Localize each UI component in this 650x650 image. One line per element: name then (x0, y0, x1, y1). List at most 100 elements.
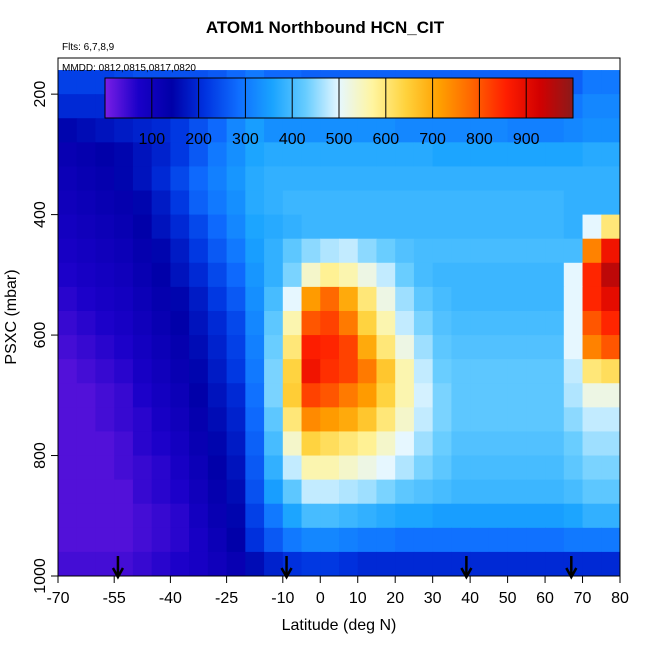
heatmap-cell (226, 455, 246, 481)
heatmap-cell (58, 527, 78, 553)
heatmap-cell (76, 431, 96, 457)
heatmap-cell (376, 335, 396, 360)
heatmap-cell (339, 214, 359, 240)
heatmap-cell (320, 190, 340, 216)
heatmap-cell (132, 503, 153, 529)
heatmap-cell (151, 142, 171, 167)
heatmap-cell (395, 335, 415, 360)
heatmap-cell (226, 551, 246, 577)
heatmap-cell (470, 455, 490, 481)
heatmap-cell (189, 551, 209, 577)
heatmap-cell (339, 190, 359, 216)
heatmap-cell (582, 238, 602, 264)
colorbar-tick-label: 800 (466, 131, 493, 148)
heatmap-cell (264, 527, 284, 553)
heatmap-cell (301, 479, 321, 505)
heatmap-cell (58, 551, 78, 577)
heatmap-cell (189, 190, 209, 216)
heatmap-cell (545, 335, 565, 360)
heatmap-cell (601, 214, 621, 240)
heatmap-cell (320, 262, 340, 288)
heatmap-cell (451, 455, 471, 481)
heatmap-cell (432, 142, 452, 167)
heatmap-cell (151, 479, 171, 505)
heatmap-cell (226, 407, 246, 432)
colorbar-tick-label: 900 (513, 131, 540, 148)
heatmap-cell (301, 383, 321, 408)
heatmap-cell (151, 551, 171, 577)
heatmap-cell (357, 527, 377, 553)
y-tick-label: 200 (32, 81, 49, 108)
heatmap-cell (545, 142, 565, 167)
heatmap-cell (245, 286, 265, 312)
plot-frame (57, 57, 621, 577)
heatmap-cell (376, 431, 396, 457)
heatmap-cell (76, 407, 96, 432)
heatmap-cell (58, 214, 78, 240)
heatmap-cell (601, 383, 621, 408)
heatmap-cell (76, 238, 96, 264)
heatmap-cell (95, 431, 115, 457)
heatmap-cell (563, 335, 584, 360)
heatmap-cell (114, 142, 134, 167)
heatmap-cell (507, 310, 527, 336)
heatmap-cell (151, 190, 171, 216)
heatmap-cell (357, 118, 377, 143)
heatmap-cell (226, 166, 246, 192)
y-tick-label: 600 (32, 322, 49, 349)
heatmap-cell (170, 479, 190, 505)
heatmap-cell (58, 262, 78, 288)
heatmap-cell (301, 118, 321, 143)
heatmap-cell (189, 166, 209, 192)
heatmap-cell (563, 359, 584, 384)
heatmap-cell (432, 479, 452, 505)
heatmap-cell (357, 407, 377, 432)
colorbar-tick-label: 100 (138, 131, 165, 148)
heatmap-cell (264, 335, 284, 360)
heatmap-cell (114, 335, 134, 360)
heatmap-cell (282, 479, 303, 505)
heatmap-cell (114, 383, 134, 408)
heatmap-cell (95, 359, 115, 384)
heatmap-cell (413, 190, 434, 216)
heatmap-cell (170, 383, 190, 408)
heatmap-cell (339, 551, 359, 577)
heatmap-cell (207, 479, 228, 505)
heatmap-cell (58, 70, 78, 95)
heatmap-cell (470, 310, 490, 336)
heatmap-cell (58, 479, 78, 505)
heatmap-cell (395, 551, 415, 577)
heatmap-cell (451, 166, 471, 192)
heatmap-cell (432, 310, 452, 336)
heatmap-cell (413, 142, 434, 167)
heatmap-cell (601, 407, 621, 432)
heatmap-cell (395, 118, 415, 143)
heatmap-cell (58, 166, 78, 192)
heatmap-cell (114, 118, 134, 143)
heatmap-cell (282, 503, 303, 529)
heatmap-cell (151, 407, 171, 432)
x-tick-label: 80 (611, 590, 629, 607)
heatmap-cell (170, 527, 190, 553)
flights-note: Flts: 6,7,8,9 (62, 42, 115, 53)
heatmap-cell (339, 527, 359, 553)
heatmap-cell (320, 527, 340, 553)
heatmap-cell (376, 383, 396, 408)
colorbar-ticks: 100 200 300 400 500 600 700 800 900 (138, 78, 540, 148)
heatmap-cell (582, 431, 602, 457)
heatmap-cell (264, 551, 284, 577)
heatmap-cell (339, 310, 359, 336)
heatmap-cell (545, 503, 565, 529)
heatmap-cell (264, 238, 284, 264)
heatmap-cell (114, 527, 134, 553)
heatmap-cells (58, 70, 621, 577)
heatmap-cell (507, 238, 527, 264)
heatmap-cell (488, 335, 509, 360)
heatmap-cell (76, 262, 96, 288)
x-tick-label: -25 (215, 590, 238, 607)
heatmap-cell (413, 166, 434, 192)
heatmap-cell (226, 238, 246, 264)
heatmap-cell (582, 118, 602, 143)
heatmap-cell (282, 262, 303, 288)
heatmap-cell (545, 359, 565, 384)
